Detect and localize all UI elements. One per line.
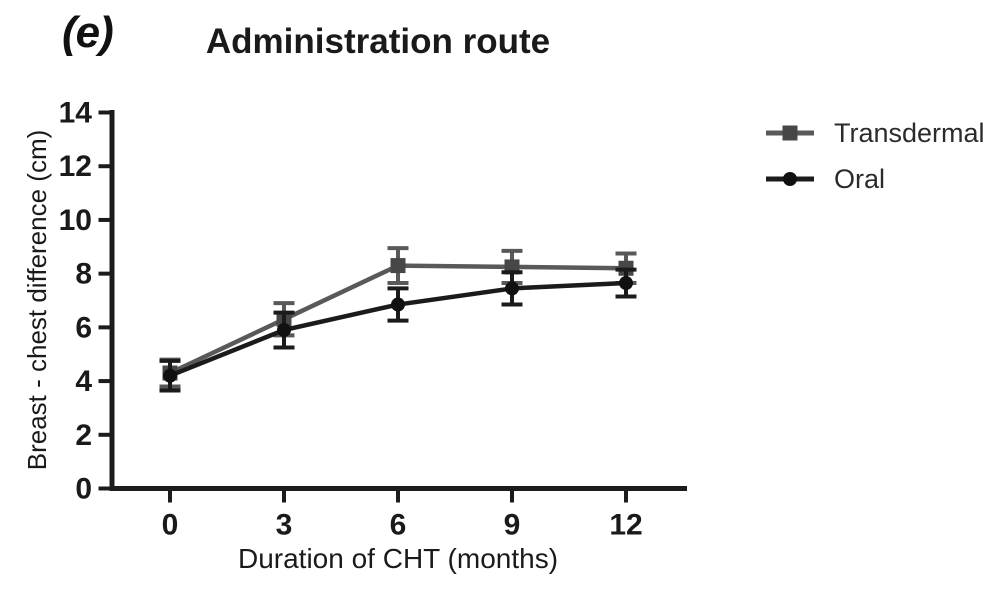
y-tick-label: 6	[75, 311, 92, 344]
x-axis-title: Duration of CHT (months)	[238, 543, 558, 574]
y-tick-label: 14	[59, 97, 93, 130]
series-oral	[159, 267, 637, 393]
legend-item-transdermal: Transdermal	[766, 110, 985, 156]
data-point-marker	[390, 258, 406, 274]
legend-item-oral: Oral	[766, 156, 985, 202]
axes: 0 2 4 6 8 10 12 14 0 3 6 9 12 Duration of CHT (months…	[22, 97, 687, 574]
legend-label: Oral	[834, 163, 886, 194]
y-tick-label: 4	[75, 365, 92, 398]
legend-label: Transdermal	[834, 117, 985, 148]
legend: Transdermal Oral	[766, 110, 985, 202]
y-tick-label: 0	[75, 473, 92, 506]
data-point-marker	[391, 297, 405, 312]
y-tick-label: 10	[59, 204, 92, 237]
y-tick-label: 2	[75, 419, 92, 452]
legend-marker	[782, 125, 798, 141]
square-marker-icon	[766, 125, 814, 141]
data-point-marker	[505, 281, 519, 296]
y-tick-label: 12	[59, 150, 92, 183]
circle-marker-icon	[766, 172, 814, 186]
data-point-marker	[163, 368, 177, 383]
x-tick-label: 0	[162, 509, 179, 542]
x-tick-label: 6	[390, 509, 407, 542]
legend-marker	[783, 172, 797, 186]
x-tick-label: 3	[276, 509, 293, 542]
data-point-marker	[619, 276, 633, 291]
x-tick-label: 12	[609, 509, 642, 542]
y-axis-title: Breast - chest difference (cm)	[22, 130, 52, 471]
panel-label: (e)	[62, 8, 114, 57]
chart-title: Administration route	[205, 22, 551, 61]
data-point-marker	[277, 323, 291, 338]
y-tick-label: 8	[75, 258, 92, 291]
x-tick-label: 9	[504, 509, 521, 542]
